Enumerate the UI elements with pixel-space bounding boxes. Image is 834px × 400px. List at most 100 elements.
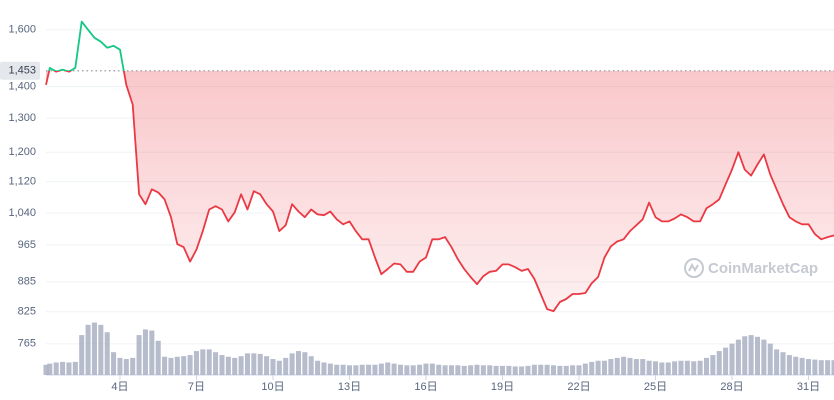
volume-bar xyxy=(359,364,365,375)
volume-bar xyxy=(474,364,480,375)
volume-bar xyxy=(461,365,467,375)
volume-bar xyxy=(206,349,212,375)
volume-bar xyxy=(754,336,761,375)
x-tick-label: 10日 xyxy=(261,381,284,393)
volume-bar xyxy=(512,366,518,375)
volume-bar xyxy=(442,365,448,375)
baseline-label-box xyxy=(0,61,40,80)
volume-bar xyxy=(633,359,639,375)
volume-bar xyxy=(98,324,104,375)
volume-bar xyxy=(289,353,295,375)
volume-bar xyxy=(200,349,206,375)
volume-bar xyxy=(397,364,403,375)
volume-bar xyxy=(550,365,557,375)
watermark-logo-mark xyxy=(688,262,699,272)
y-tick-label: 965 xyxy=(18,239,36,251)
volume-bar xyxy=(557,365,563,375)
volume-bar xyxy=(353,365,359,375)
volume-bar xyxy=(130,357,136,375)
volume-bar xyxy=(640,359,646,375)
volume-bar xyxy=(805,359,812,375)
volume-bar xyxy=(710,355,716,375)
volume-bar xyxy=(238,356,244,375)
y-tick-label: 825 xyxy=(18,306,36,318)
volume-bar xyxy=(672,361,678,375)
volume-bar xyxy=(665,362,671,375)
y-tick-label: 1,200 xyxy=(8,146,36,158)
volume-bar xyxy=(295,351,301,375)
volume-bar xyxy=(340,364,346,375)
volume-bar xyxy=(735,339,741,375)
volume-bar xyxy=(646,360,652,375)
volume-bar xyxy=(334,364,340,375)
volume-bar xyxy=(404,365,410,375)
volume-bar xyxy=(346,365,352,375)
volume-bar xyxy=(283,357,289,375)
volume-bar xyxy=(538,364,544,375)
volume-bar xyxy=(79,335,85,375)
volume-bar xyxy=(818,360,824,375)
volume-bar xyxy=(321,362,327,375)
volume-bar xyxy=(831,360,834,375)
volume-bar xyxy=(308,356,314,375)
volume-bar xyxy=(563,365,569,375)
volume-bar xyxy=(525,365,531,375)
area-fill xyxy=(46,70,834,312)
volume-bar xyxy=(468,365,474,375)
volume-bar xyxy=(315,360,321,375)
volume-bar xyxy=(595,360,601,375)
y-tick-label: 1,400 xyxy=(8,81,36,93)
volume-bar xyxy=(193,351,199,375)
volume-bar xyxy=(519,366,525,375)
volume-bar xyxy=(729,343,735,375)
volume-bar xyxy=(742,336,748,375)
x-tick-label: 19日 xyxy=(491,381,514,393)
volume-bar xyxy=(544,364,550,375)
volume-bar xyxy=(385,362,391,375)
y-tick-label: 1,300 xyxy=(8,112,36,124)
volume-bar xyxy=(455,365,461,375)
volume-bar xyxy=(487,365,493,375)
volume-bar xyxy=(608,359,614,375)
volume-bar xyxy=(372,364,378,375)
volume-bar xyxy=(168,357,174,375)
volume-bar xyxy=(417,364,423,375)
volume-bar xyxy=(761,339,767,375)
volume-bar xyxy=(213,352,219,375)
volume-bar xyxy=(117,357,123,375)
volume-bar xyxy=(327,363,333,375)
volume-bar xyxy=(423,363,429,375)
volume-bar xyxy=(276,360,282,375)
x-tick-label: 4日 xyxy=(111,381,128,393)
volume-bar xyxy=(767,343,773,375)
x-tick-label: 31日 xyxy=(797,381,820,393)
volume-bar xyxy=(149,330,155,375)
volume-bar xyxy=(53,362,59,375)
volume-bar xyxy=(499,365,506,375)
x-tick-label: 16日 xyxy=(414,381,437,393)
volume-bar xyxy=(155,340,161,375)
volume-bar xyxy=(448,365,454,375)
volume-bar xyxy=(621,356,627,375)
y-tick-label: 1,600 xyxy=(8,24,36,36)
volume-bar xyxy=(786,355,792,375)
volume-bar xyxy=(136,335,142,375)
volume-bar xyxy=(582,363,588,375)
x-tick-label: 7日 xyxy=(188,381,205,393)
x-tick-label: 22日 xyxy=(567,381,590,393)
volume-bar xyxy=(697,360,703,375)
volume-bar xyxy=(799,357,805,375)
volume-bar xyxy=(716,351,722,375)
y-tick-label: 765 xyxy=(18,338,36,350)
volume-bar xyxy=(251,353,257,375)
volume-bar xyxy=(187,355,193,375)
volume-bar xyxy=(162,356,168,375)
volume-bar xyxy=(684,360,690,375)
volume-bar xyxy=(232,357,238,375)
volume-bar xyxy=(531,364,537,375)
volume-bar xyxy=(47,363,53,375)
volume-bar xyxy=(691,361,697,375)
volume-bar xyxy=(812,359,818,375)
watermark-logo xyxy=(684,258,704,278)
volume-bar xyxy=(601,360,608,375)
